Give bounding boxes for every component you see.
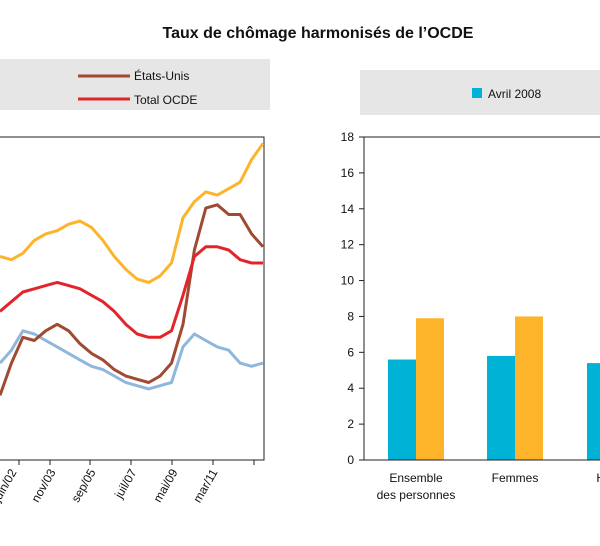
bar-y-tick-label: 18 [341, 130, 355, 144]
legend-label-us: États-Unis [134, 68, 189, 83]
line-series-group [0, 142, 265, 396]
bar-category-label: Ensemble [389, 471, 443, 485]
bar-0-2 [587, 363, 600, 460]
bar-y-tick-label: 8 [347, 309, 354, 323]
bar-y-tick-label: 12 [341, 238, 355, 252]
line-series-3 [0, 329, 264, 391]
bar-y-tick-label: 14 [341, 202, 355, 216]
line-x-tick-label: juin/02 [0, 466, 20, 505]
bar-chart-panel: Avril 2008 0 2 4 6 8 10 12 14 16 18 Ensemble des p… [341, 70, 600, 502]
bar-category-label: Femmes [492, 471, 539, 485]
line-legend-box [0, 59, 270, 110]
bar-x-axis: Ensemble des personnes Femmes Ho [377, 471, 600, 502]
line-series-2 [0, 142, 265, 284]
bar-y-tick-label: 6 [347, 345, 354, 359]
line-series-0 [0, 203, 265, 396]
legend-label-avril-2008: Avril 2008 [488, 87, 541, 101]
line-x-tick-label: mar/11 [190, 466, 221, 505]
bar-y-tick-label: 4 [347, 381, 354, 395]
line-plot-area [0, 136, 265, 461]
bar-series-group [388, 316, 600, 460]
line-x-axis: juin/02 nov/03 sep/05 juil/07 mai/09 mar/11 [0, 460, 255, 505]
figure-title: Taux de chômage harmonisés de l’OCDE [163, 25, 474, 42]
line-x-tick-label: juil/07 [111, 466, 139, 501]
bar-y-tick-label: 0 [347, 453, 354, 467]
bar-0-0 [388, 359, 416, 460]
line-x-tick-label: mai/09 [150, 466, 180, 504]
legend-label-oecd: Total OCDE [134, 93, 197, 107]
bar-category-label: des personnes [377, 488, 456, 502]
bar-y-tick-label: 2 [347, 417, 354, 431]
legend-swatch-avril-2008 [472, 88, 482, 98]
line-x-tick-label: sep/05 [68, 466, 98, 504]
bar-1-0 [416, 318, 444, 460]
bar-y-tick-label: 16 [341, 166, 355, 180]
bar-y-tick-label: 10 [341, 274, 355, 288]
bar-0-1 [487, 355, 515, 460]
line-x-tick-label: nov/03 [28, 466, 58, 504]
bar-y-axis: 0 2 4 6 8 10 12 14 16 18 [341, 130, 364, 467]
bar-1-1 [515, 316, 543, 460]
line-chart-panel: États-Unis Total OCDE juin/02 nov/03 sep/0… [0, 59, 270, 505]
bar-category-label: Ho [596, 471, 600, 485]
line-series-1 [0, 245, 263, 339]
